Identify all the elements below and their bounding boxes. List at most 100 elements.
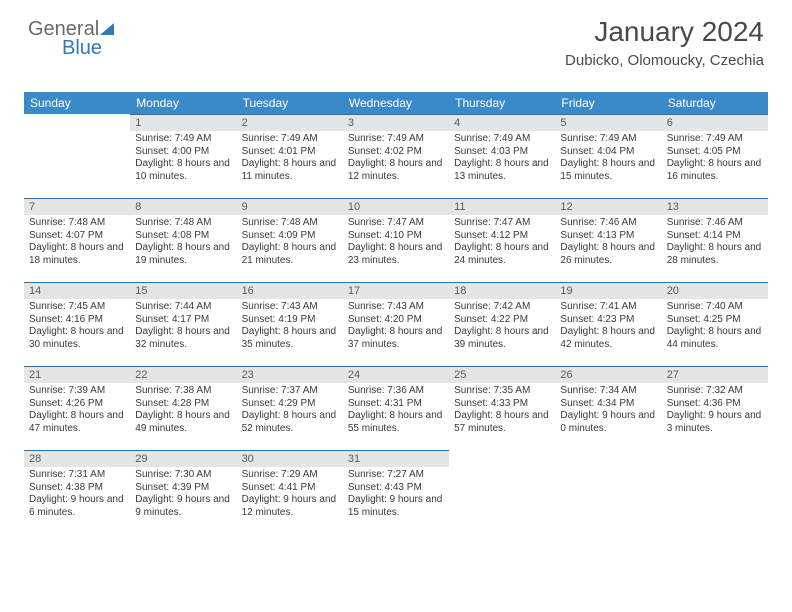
day-info: Sunrise: 7:47 AMSunset: 4:10 PMDaylight:… (343, 215, 449, 271)
calendar-cell: 22Sunrise: 7:38 AMSunset: 4:28 PMDayligh… (130, 366, 236, 450)
calendar-cell (449, 450, 555, 534)
day-number: 22 (130, 366, 236, 383)
day-number: 11 (449, 198, 555, 215)
day-info: Sunrise: 7:49 AMSunset: 4:00 PMDaylight:… (130, 131, 236, 187)
day-number: 28 (24, 450, 130, 467)
calendar-table: Sunday Monday Tuesday Wednesday Thursday… (24, 92, 768, 534)
calendar-row: 1Sunrise: 7:49 AMSunset: 4:00 PMDaylight… (24, 114, 768, 198)
calendar-cell: 19Sunrise: 7:41 AMSunset: 4:23 PMDayligh… (555, 282, 661, 366)
day-number: 6 (662, 114, 768, 131)
day-number: 17 (343, 282, 449, 299)
day-info: Sunrise: 7:30 AMSunset: 4:39 PMDaylight:… (130, 467, 236, 523)
day-number: 19 (555, 282, 661, 299)
calendar-cell: 21Sunrise: 7:39 AMSunset: 4:26 PMDayligh… (24, 366, 130, 450)
calendar-cell: 17Sunrise: 7:43 AMSunset: 4:20 PMDayligh… (343, 282, 449, 366)
day-info: Sunrise: 7:45 AMSunset: 4:16 PMDaylight:… (24, 299, 130, 355)
calendar-cell: 14Sunrise: 7:45 AMSunset: 4:16 PMDayligh… (24, 282, 130, 366)
calendar-cell: 15Sunrise: 7:44 AMSunset: 4:17 PMDayligh… (130, 282, 236, 366)
day-info: Sunrise: 7:49 AMSunset: 4:04 PMDaylight:… (555, 131, 661, 187)
day-info: Sunrise: 7:44 AMSunset: 4:17 PMDaylight:… (130, 299, 236, 355)
calendar-cell (24, 114, 130, 198)
day-number: 24 (343, 366, 449, 383)
day-number: 8 (130, 198, 236, 215)
day-header: Wednesday (343, 92, 449, 114)
day-info: Sunrise: 7:49 AMSunset: 4:02 PMDaylight:… (343, 131, 449, 187)
calendar-cell: 16Sunrise: 7:43 AMSunset: 4:19 PMDayligh… (237, 282, 343, 366)
day-number: 14 (24, 282, 130, 299)
calendar-cell: 1Sunrise: 7:49 AMSunset: 4:00 PMDaylight… (130, 114, 236, 198)
day-header: Monday (130, 92, 236, 114)
day-info: Sunrise: 7:39 AMSunset: 4:26 PMDaylight:… (24, 383, 130, 439)
day-info: Sunrise: 7:37 AMSunset: 4:29 PMDaylight:… (237, 383, 343, 439)
day-info: Sunrise: 7:32 AMSunset: 4:36 PMDaylight:… (662, 383, 768, 439)
day-info: Sunrise: 7:49 AMSunset: 4:03 PMDaylight:… (449, 131, 555, 187)
header: January 2024 Dubicko, Olomoucky, Czechia (565, 16, 764, 69)
day-number: 2 (237, 114, 343, 131)
empty-day (662, 450, 768, 467)
day-number: 9 (237, 198, 343, 215)
day-header: Saturday (662, 92, 768, 114)
day-info: Sunrise: 7:40 AMSunset: 4:25 PMDaylight:… (662, 299, 768, 355)
calendar-cell: 8Sunrise: 7:48 AMSunset: 4:08 PMDaylight… (130, 198, 236, 282)
day-number: 30 (237, 450, 343, 467)
day-info: Sunrise: 7:43 AMSunset: 4:20 PMDaylight:… (343, 299, 449, 355)
calendar-cell: 4Sunrise: 7:49 AMSunset: 4:03 PMDaylight… (449, 114, 555, 198)
day-info: Sunrise: 7:36 AMSunset: 4:31 PMDaylight:… (343, 383, 449, 439)
day-info: Sunrise: 7:49 AMSunset: 4:01 PMDaylight:… (237, 131, 343, 187)
calendar-cell: 6Sunrise: 7:49 AMSunset: 4:05 PMDaylight… (662, 114, 768, 198)
calendar-cell: 29Sunrise: 7:30 AMSunset: 4:39 PMDayligh… (130, 450, 236, 534)
day-header: Tuesday (237, 92, 343, 114)
day-number: 21 (24, 366, 130, 383)
day-info: Sunrise: 7:34 AMSunset: 4:34 PMDaylight:… (555, 383, 661, 439)
day-header: Thursday (449, 92, 555, 114)
day-info: Sunrise: 7:29 AMSunset: 4:41 PMDaylight:… (237, 467, 343, 523)
calendar-row: 28Sunrise: 7:31 AMSunset: 4:38 PMDayligh… (24, 450, 768, 534)
day-info: Sunrise: 7:42 AMSunset: 4:22 PMDaylight:… (449, 299, 555, 355)
day-number: 20 (662, 282, 768, 299)
day-info: Sunrise: 7:48 AMSunset: 4:08 PMDaylight:… (130, 215, 236, 271)
logo: General Blue (28, 18, 114, 60)
calendar-cell: 11Sunrise: 7:47 AMSunset: 4:12 PMDayligh… (449, 198, 555, 282)
day-info: Sunrise: 7:27 AMSunset: 4:43 PMDaylight:… (343, 467, 449, 523)
calendar-cell (555, 450, 661, 534)
empty-day (449, 450, 555, 467)
calendar-cell: 28Sunrise: 7:31 AMSunset: 4:38 PMDayligh… (24, 450, 130, 534)
day-number: 16 (237, 282, 343, 299)
day-number: 4 (449, 114, 555, 131)
day-number: 7 (24, 198, 130, 215)
calendar-cell: 30Sunrise: 7:29 AMSunset: 4:41 PMDayligh… (237, 450, 343, 534)
calendar-cell: 10Sunrise: 7:47 AMSunset: 4:10 PMDayligh… (343, 198, 449, 282)
day-number: 12 (555, 198, 661, 215)
calendar-cell: 2Sunrise: 7:49 AMSunset: 4:01 PMDaylight… (237, 114, 343, 198)
page-title: January 2024 (565, 16, 764, 48)
day-info: Sunrise: 7:47 AMSunset: 4:12 PMDaylight:… (449, 215, 555, 271)
day-number: 10 (343, 198, 449, 215)
calendar-cell (662, 450, 768, 534)
day-header: Sunday (24, 92, 130, 114)
day-info: Sunrise: 7:46 AMSunset: 4:13 PMDaylight:… (555, 215, 661, 271)
calendar-cell: 9Sunrise: 7:48 AMSunset: 4:09 PMDaylight… (237, 198, 343, 282)
day-info: Sunrise: 7:48 AMSunset: 4:07 PMDaylight:… (24, 215, 130, 271)
calendar-cell: 26Sunrise: 7:34 AMSunset: 4:34 PMDayligh… (555, 366, 661, 450)
day-number: 25 (449, 366, 555, 383)
day-number: 1 (130, 114, 236, 131)
calendar-body: 1Sunrise: 7:49 AMSunset: 4:00 PMDaylight… (24, 114, 768, 534)
day-info: Sunrise: 7:46 AMSunset: 4:14 PMDaylight:… (662, 215, 768, 271)
day-info: Sunrise: 7:43 AMSunset: 4:19 PMDaylight:… (237, 299, 343, 355)
day-number: 23 (237, 366, 343, 383)
day-info: Sunrise: 7:41 AMSunset: 4:23 PMDaylight:… (555, 299, 661, 355)
day-header: Friday (555, 92, 661, 114)
day-number: 26 (555, 366, 661, 383)
calendar-cell: 27Sunrise: 7:32 AMSunset: 4:36 PMDayligh… (662, 366, 768, 450)
calendar-cell: 13Sunrise: 7:46 AMSunset: 4:14 PMDayligh… (662, 198, 768, 282)
calendar-cell: 3Sunrise: 7:49 AMSunset: 4:02 PMDaylight… (343, 114, 449, 198)
day-number: 13 (662, 198, 768, 215)
day-info: Sunrise: 7:35 AMSunset: 4:33 PMDaylight:… (449, 383, 555, 439)
page-subtitle: Dubicko, Olomoucky, Czechia (565, 52, 764, 69)
calendar-header-row: Sunday Monday Tuesday Wednesday Thursday… (24, 92, 768, 114)
day-number: 29 (130, 450, 236, 467)
day-number: 31 (343, 450, 449, 467)
day-number: 3 (343, 114, 449, 131)
calendar-cell: 24Sunrise: 7:36 AMSunset: 4:31 PMDayligh… (343, 366, 449, 450)
logo-triangle-icon (100, 23, 114, 35)
